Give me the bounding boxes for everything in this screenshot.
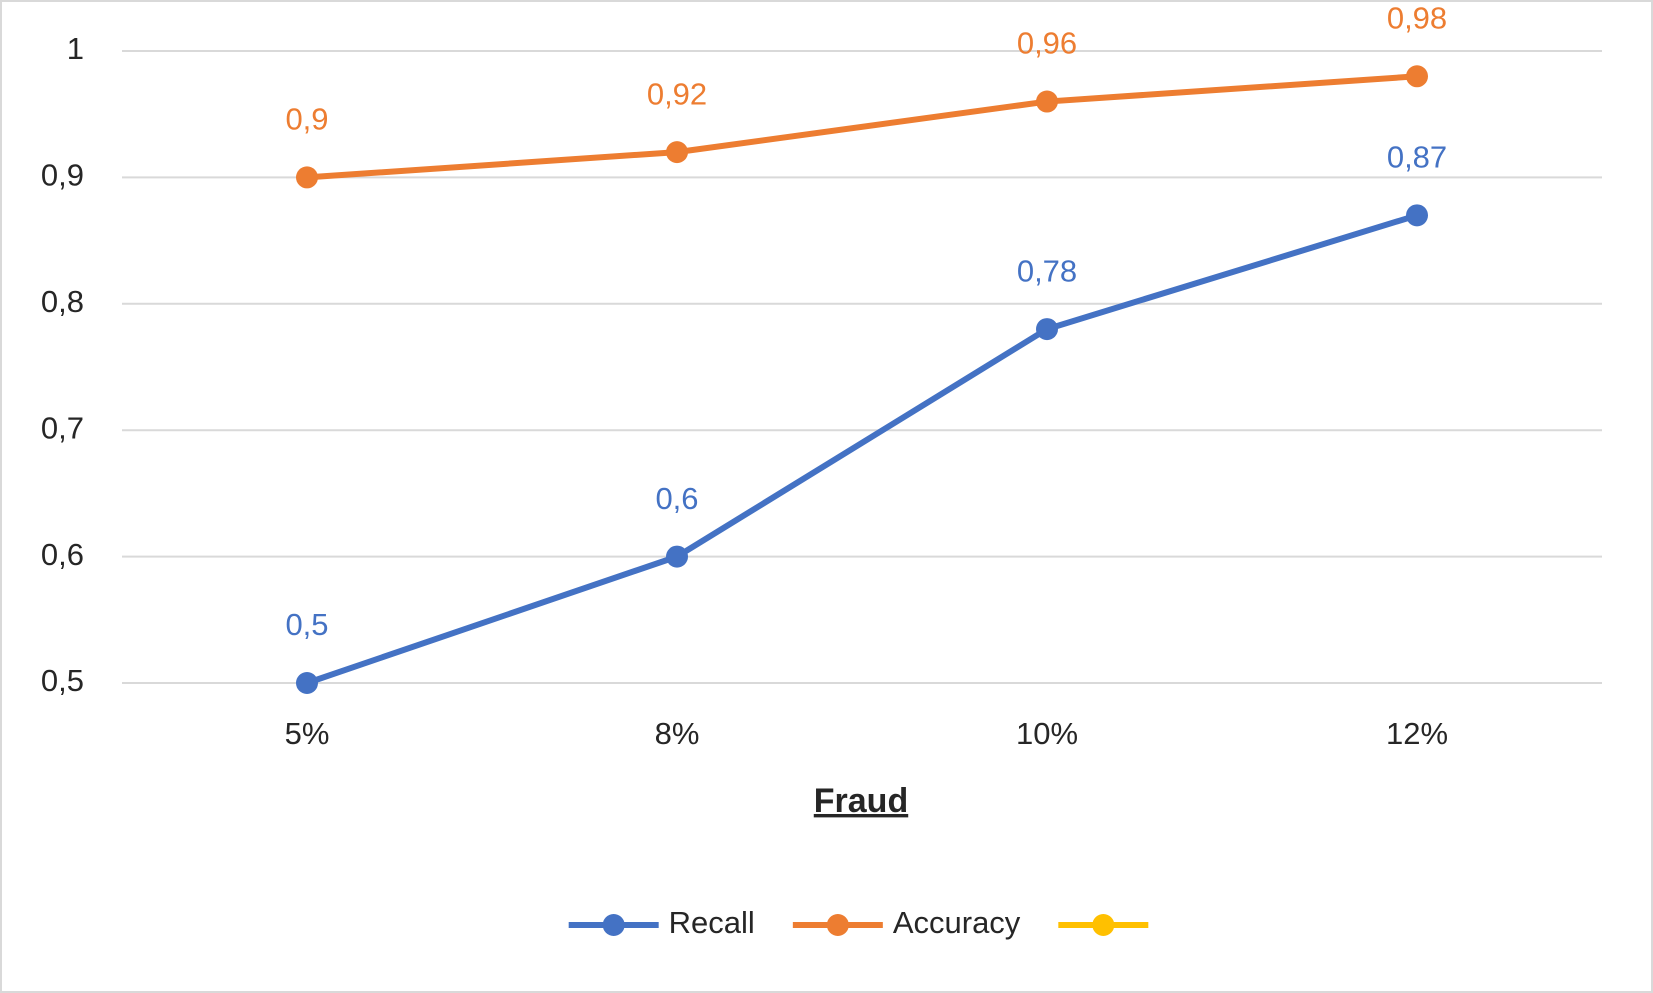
x-tick-label: 10% [1016, 716, 1078, 751]
y-tick-label: 0,6 [41, 537, 84, 572]
data-point [666, 141, 688, 164]
y-tick-label: 1 [67, 31, 84, 66]
y-tick-label: 0,8 [41, 284, 84, 319]
data-point [1036, 318, 1058, 341]
data-point [1406, 204, 1428, 227]
data-point [1406, 65, 1428, 88]
legend-label: Recall [669, 905, 755, 940]
x-tick-label: 5% [285, 716, 330, 751]
data-label: 0,5 [285, 607, 328, 642]
data-label: 0,87 [1387, 140, 1447, 175]
y-tick-label: 0,5 [41, 663, 84, 698]
data-point [666, 545, 688, 568]
y-tick-label: 0,9 [41, 158, 84, 193]
series-line [306, 212, 1418, 686]
legend-label: Accuracy [893, 905, 1021, 940]
series-line [306, 73, 1418, 181]
x-tick-label: 8% [655, 716, 700, 751]
data-point [296, 672, 318, 694]
data-label: 0,6 [655, 481, 698, 516]
data-label: 0,92 [647, 76, 707, 111]
data-label: 0,9 [285, 102, 328, 137]
y-tick-label: 0,7 [41, 410, 84, 445]
data-label: 0,96 [1017, 26, 1077, 61]
legend-marker [602, 914, 625, 936]
x-axis-title: Fraud [814, 782, 908, 820]
legend-marker [1092, 914, 1115, 936]
legend-marker [826, 914, 849, 936]
x-tick-label: 12% [1386, 716, 1448, 751]
data-point [296, 166, 318, 189]
data-point [1036, 90, 1058, 113]
data-label: 0,98 [1387, 0, 1447, 35]
data-label: 0,78 [1017, 253, 1077, 288]
